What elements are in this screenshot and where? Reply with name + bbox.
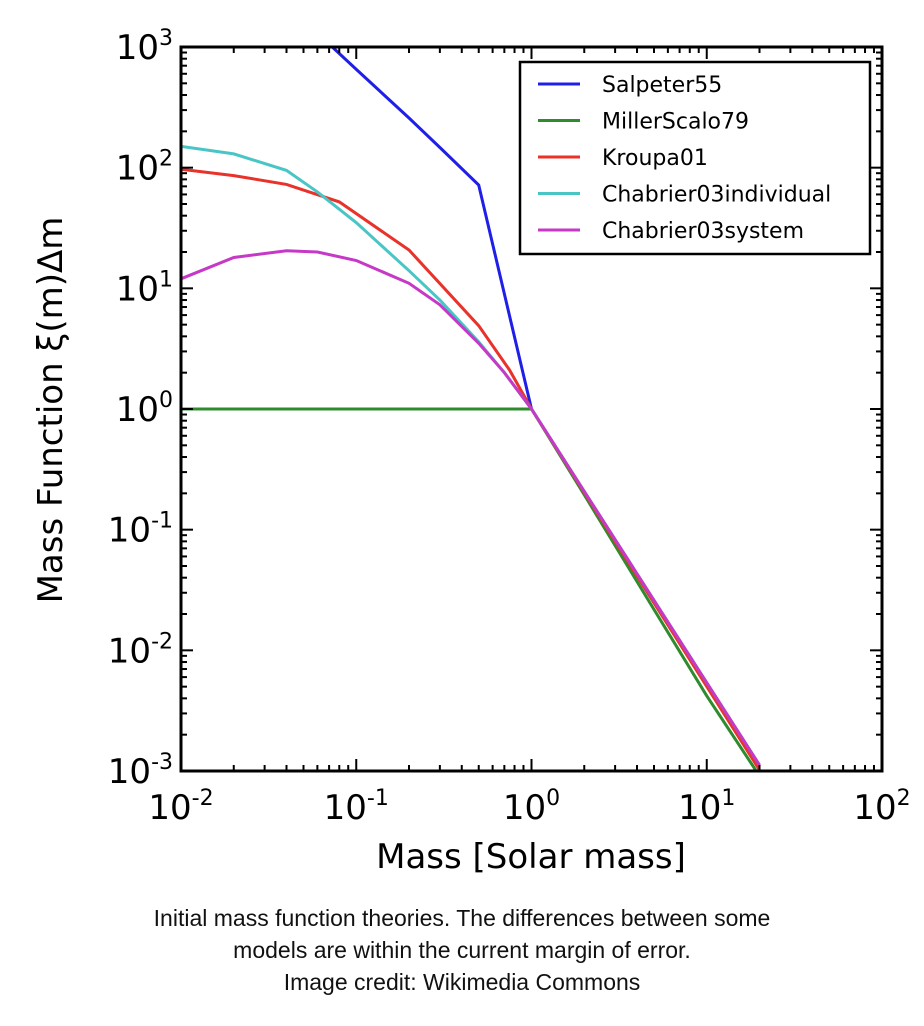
series-line-kroupa01: [181, 167, 761, 771]
mass-function-chart: 10-2 10-1 100 101 10210310210110010-110-210-…: [31, 26, 911, 877]
y-tick-label: 10-2: [108, 629, 173, 671]
series-line-chabrier03system: [181, 249, 761, 766]
y-tick-label: 102: [116, 147, 173, 189]
tick-labels: 10-2 10-1 100 101 10210310210110010-110-210-…: [108, 26, 911, 828]
y-tick-label: 103: [116, 26, 173, 68]
x-tick-label: 10-2: [148, 786, 213, 828]
x-tick-label: 102: [853, 786, 910, 828]
y-tick-label: 101: [116, 267, 173, 309]
plot-lines: [181, 47, 761, 771]
legend-label-millerscalo79: MillerScalo79: [602, 110, 749, 135]
x-tick-label: 10-1: [324, 786, 389, 828]
x-tick-label: 101: [678, 786, 735, 828]
caption-line-2: models are within the current margin of …: [233, 937, 691, 963]
legend-label-chabrier03individual: Chabrier03individual: [602, 183, 831, 208]
x-axis-label: Mass [Solar mass]: [376, 837, 686, 877]
x-tick-label: 100: [503, 786, 560, 828]
caption-line-3: Image credit: Wikimedia Commons: [283, 969, 641, 995]
axis-ticks: [180, 46, 883, 772]
legend-label-kroupa01: Kroupa01: [602, 146, 708, 171]
figure-caption: Initial mass function theories. The diff…: [0, 902, 924, 998]
series-line-millerscalo79: [181, 407, 757, 771]
y-tick-label: 10-1: [108, 509, 173, 551]
y-tick-label: 100: [116, 388, 173, 430]
legend-label-chabrier03system: Chabrier03system: [602, 219, 804, 244]
y-tick-label: 10-3: [108, 750, 173, 792]
caption-line-1: Initial mass function theories. The diff…: [153, 905, 771, 931]
y-axis-label: Mass Function ξ(m)Δm: [31, 217, 71, 604]
legend: Salpeter55 MillerScalo79 Kroupa01 Chabrier0…: [518, 60, 872, 256]
legend-label-salpeter55: Salpeter55: [602, 73, 722, 98]
